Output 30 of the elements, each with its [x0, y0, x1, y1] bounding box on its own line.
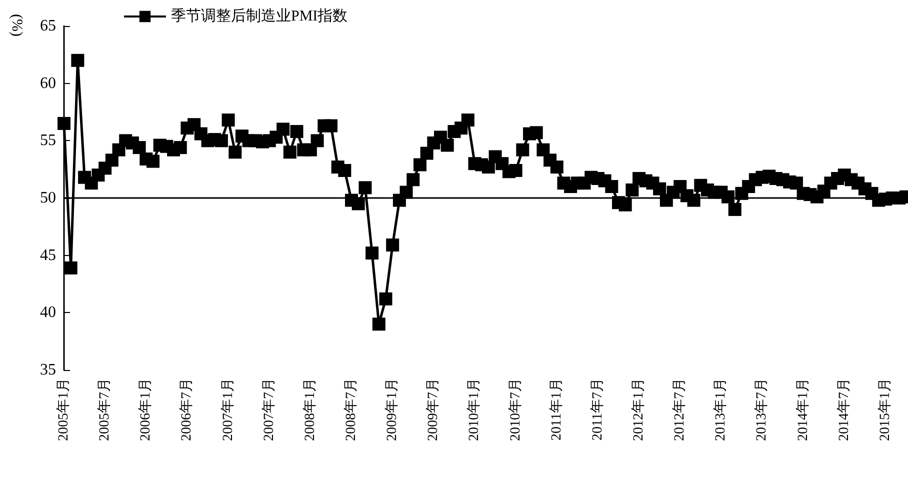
y-tick-label: 65	[40, 18, 56, 34]
y-tick-label: 60	[40, 74, 56, 92]
x-tick-label: 2007年7月	[260, 378, 277, 441]
y-tick-label: 40	[40, 304, 56, 322]
x-tick-label: 2006年1月	[138, 378, 154, 441]
x-tick-label: 2008年7月	[343, 378, 360, 441]
x-tick-label: 2008年1月	[302, 378, 318, 441]
x-tick-label: 2005年7月	[96, 378, 113, 441]
x-tick-label: 2015年1月	[876, 378, 893, 441]
x-tick-label: 2007年1月	[220, 378, 236, 441]
x-tick-label: 2012年1月	[630, 378, 647, 441]
x-tick-label: 2010年1月	[466, 378, 482, 441]
x-tick-label: 2014年1月	[794, 378, 811, 441]
y-tick-label: 35	[40, 362, 56, 378]
x-tick-label: 2009年1月	[384, 378, 400, 441]
x-tick-label: 2011年7月	[589, 378, 606, 440]
x-tick-label: 2009年7月	[425, 378, 442, 441]
x-tick-label: 2011年1月	[548, 378, 564, 440]
y-tick-label: 45	[40, 246, 56, 264]
y-axis-title: (%)	[8, 14, 24, 36]
y-tick-label: 50	[40, 190, 56, 206]
x-tick-label: 2006年7月	[178, 378, 195, 441]
x-tick-label: 2013年1月	[712, 378, 729, 441]
x-tick-label: 2012年7月	[672, 378, 688, 441]
y-tick-label: 55	[40, 132, 56, 150]
legend-label: 季节调整后制造业PMI指数	[171, 8, 348, 24]
x-tick-label: 2005年1月	[56, 378, 72, 441]
x-tick-label: 2014年7月	[836, 378, 852, 441]
x-tick-label: 2013年7月	[754, 378, 770, 441]
x-tick-label: 2010年7月	[507, 378, 524, 441]
